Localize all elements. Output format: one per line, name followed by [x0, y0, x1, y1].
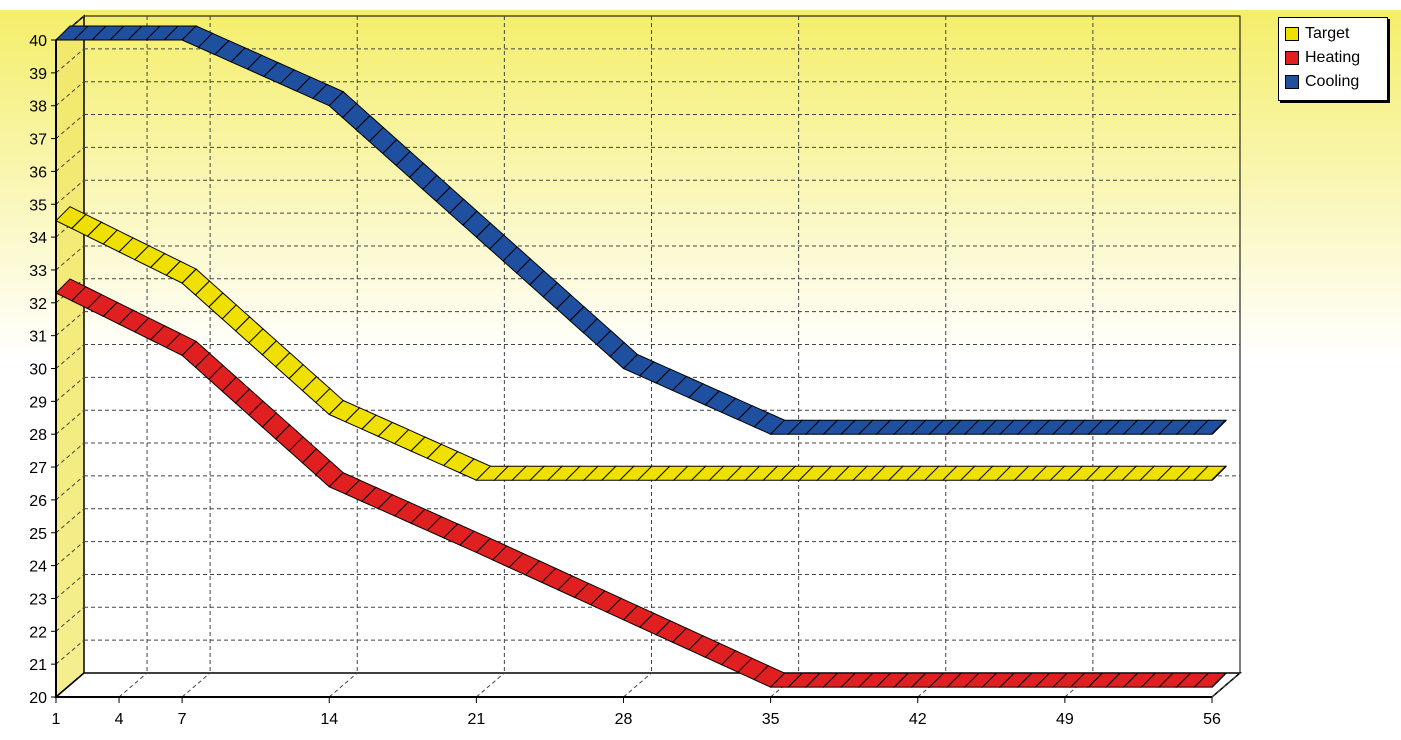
y-tick-label: 36 — [29, 164, 47, 181]
y-tick-label: 34 — [29, 230, 47, 247]
x-tick-label: 4 — [115, 711, 124, 728]
y-tick-label: 33 — [29, 263, 47, 280]
legend-item-heating: Heating — [1285, 46, 1381, 70]
series-heating — [55, 278, 1228, 688]
y-tick-label: 29 — [29, 394, 47, 411]
gridline-x-floor — [476, 672, 505, 698]
series-cooling — [54, 25, 1228, 435]
x-tick-label: 1 — [52, 711, 61, 728]
y-tick-label: 35 — [29, 197, 47, 214]
x-tick-label: 7 — [178, 711, 187, 728]
gridline-x-floor — [181, 672, 211, 698]
gridline-y-wall — [55, 442, 85, 468]
y-tick-label: 38 — [29, 99, 47, 116]
gridline-x-floor — [328, 672, 358, 698]
y-tick-label: 37 — [29, 132, 47, 149]
y-tick-label: 27 — [29, 460, 47, 477]
y-tick-label: 24 — [29, 559, 47, 576]
legend-swatch-heating — [1285, 51, 1299, 65]
legend-label-heating: Heating — [1305, 49, 1361, 66]
x-tick-label: 49 — [1056, 711, 1074, 728]
x-tick-label: 14 — [320, 711, 338, 728]
x-tick-label: 21 — [467, 711, 485, 728]
gridline-y-wall — [55, 639, 85, 665]
gridline-y-wall — [55, 508, 85, 534]
gridline-y-wall — [55, 147, 85, 172]
series-end-heating — [1211, 672, 1227, 688]
gridline-x-floor — [1211, 672, 1241, 698]
series-end-cooling — [1211, 419, 1227, 435]
y-tick-label: 28 — [29, 427, 47, 444]
gridline-y-wall — [55, 475, 85, 501]
gridline-y-wall — [55, 376, 85, 402]
x-tick-label: 56 — [1203, 711, 1221, 728]
y-tick-label: 32 — [29, 296, 47, 313]
gridline-x-floor — [118, 672, 148, 698]
legend-item-cooling: Cooling — [1285, 70, 1381, 94]
gridline-y-wall — [55, 311, 85, 337]
x-tick-label: 42 — [909, 711, 927, 728]
y-tick-label: 21 — [29, 657, 47, 674]
gridline-y-wall — [55, 15, 85, 41]
y-tick-label: 22 — [29, 624, 47, 641]
gridline-y-wall — [55, 574, 85, 599]
y-tick-label: 30 — [29, 362, 47, 379]
gridline-y-wall — [55, 606, 85, 632]
gridline-y-wall — [55, 81, 85, 107]
gridline-y-wall — [55, 409, 85, 435]
y-tick-label: 20 — [29, 690, 47, 707]
y-tick-label: 31 — [29, 329, 47, 346]
y-tick-label: 25 — [29, 526, 47, 543]
gridline-y-wall — [55, 541, 85, 566]
series-target — [55, 206, 1228, 481]
y-tick-label: 26 — [29, 493, 47, 510]
legend-swatch-target — [1285, 27, 1299, 41]
gridline-y-wall — [55, 114, 85, 139]
legend-label-cooling: Cooling — [1305, 73, 1360, 90]
legend: Target Heating Cooling — [1278, 17, 1388, 101]
x-tick-label: 35 — [762, 711, 780, 728]
background — [0, 10, 1401, 735]
gridline-y-wall — [55, 278, 85, 304]
gridline-y-wall — [55, 179, 85, 205]
y-tick-label: 39 — [29, 66, 47, 83]
gridline-y-wall — [55, 245, 85, 271]
legend-item-target: Target — [1285, 22, 1381, 46]
y-tick-label: 40 — [29, 33, 47, 50]
y-tick-label: 23 — [29, 591, 47, 608]
x-tick-label: 28 — [615, 711, 633, 728]
gridline-y-wall — [55, 344, 85, 369]
gridline-y-wall — [55, 48, 85, 74]
series-end-target — [1211, 465, 1227, 481]
gridline-x-floor — [623, 672, 652, 698]
legend-label-target: Target — [1305, 25, 1350, 42]
legend-swatch-cooling — [1285, 75, 1299, 89]
